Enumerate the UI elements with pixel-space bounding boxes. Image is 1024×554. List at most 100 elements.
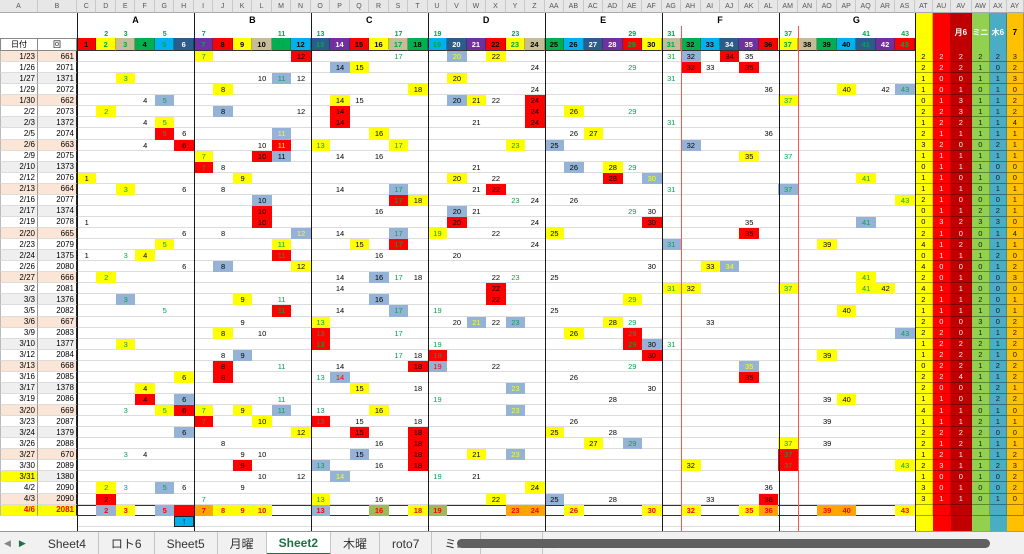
column-header-K[interactable]: K	[232, 0, 253, 13]
number-cell[interactable]: 4	[135, 393, 155, 405]
stat-cell-AV[interactable]: 1	[950, 250, 972, 262]
number-column-header-22[interactable]: 22	[486, 38, 506, 51]
sheet-tab-Sheet2[interactable]: Sheet2	[266, 532, 331, 554]
stat-cell-AW[interactable]: 0	[971, 139, 990, 151]
column-header-I[interactable]: I	[193, 0, 214, 13]
number-cell[interactable]: 40	[836, 305, 857, 317]
round-cell[interactable]: 1378	[38, 382, 77, 394]
stat-cell-AW[interactable]: 2	[971, 294, 990, 306]
number-cell[interactable]: 15	[355, 96, 364, 106]
sheet-tab-roto7[interactable]: roto7	[380, 532, 433, 554]
stat-cell-AX[interactable]: 1	[989, 371, 1007, 383]
stat-cell-AV[interactable]: 2	[950, 239, 972, 251]
round-cell[interactable]: 2083	[38, 327, 77, 339]
number-cell[interactable]: 33	[706, 317, 715, 327]
column-header-O[interactable]: O	[310, 0, 331, 13]
date-cell[interactable]: 2/10	[0, 161, 38, 173]
stat-cell-AY[interactable]: 2	[1006, 106, 1024, 118]
column-header-AX[interactable]: AX	[989, 0, 1007, 13]
number-cell[interactable]: 18	[413, 350, 423, 360]
number-cell[interactable]: 7	[193, 416, 214, 428]
number-cell[interactable]: 22	[491, 273, 501, 283]
stat-cell-AY[interactable]: 2	[1006, 393, 1024, 405]
round-cell[interactable]: 2072	[38, 84, 77, 96]
number-cell[interactable]: 10	[252, 216, 272, 228]
round-cell[interactable]: 2089	[38, 460, 77, 472]
number-cell[interactable]: 29	[622, 294, 643, 306]
date-cell[interactable]: 2/6	[0, 139, 38, 151]
round-cell[interactable]: 669	[38, 405, 77, 417]
number-cell[interactable]: 29	[628, 361, 637, 371]
sheet-tab-Sheet5[interactable]: Sheet5	[154, 532, 218, 554]
stat-cell-AU[interactable]: 1	[932, 172, 951, 184]
round-cell[interactable]: 662	[38, 95, 77, 107]
stat-cell-AT[interactable]: 1	[914, 183, 933, 195]
number-cell[interactable]: 15	[349, 449, 370, 461]
stat-cell-AY[interactable]: 1	[1006, 128, 1024, 140]
stat-cell-AW[interactable]: 1	[971, 371, 990, 383]
summary-col-header-AU[interactable]	[932, 13, 951, 51]
stat-cell-AY[interactable]: 1	[1006, 194, 1024, 206]
date-cell[interactable]: 2/27	[0, 272, 38, 284]
date-cell[interactable]: 2/23	[0, 239, 38, 251]
summary-col-header-AV[interactable]: 月6	[950, 13, 972, 51]
column-header-W[interactable]: W	[466, 0, 487, 13]
stat-cell-AU[interactable]: 1	[932, 205, 951, 217]
stat-cell-AT[interactable]: 4	[914, 405, 933, 417]
stat-cell-AY[interactable]: 2	[1006, 95, 1024, 107]
stat-cell-AX[interactable]: 0	[989, 471, 1007, 483]
number-cell[interactable]: 43	[895, 504, 915, 516]
round-cell[interactable]: 667	[38, 316, 77, 328]
number-cell[interactable]: 11	[277, 295, 286, 305]
stat-cell-AT[interactable]: 2	[914, 128, 933, 140]
number-cell[interactable]: 18	[408, 360, 428, 372]
number-cell[interactable]: 41	[856, 172, 876, 184]
column-header-H[interactable]: H	[174, 0, 194, 13]
number-cell[interactable]: 10	[257, 472, 267, 482]
stat-cell-AV[interactable]: 1	[950, 183, 972, 195]
stat-cell-AX[interactable]: 0	[989, 272, 1007, 284]
stat-cell-AU[interactable]: 1	[932, 194, 951, 206]
stat-cell-AW[interactable]: 1	[971, 305, 990, 317]
stat-cell-AT[interactable]: 2	[914, 316, 933, 328]
number-cell[interactable]: 22	[486, 283, 506, 295]
number-cell[interactable]: 35	[745, 52, 754, 62]
number-cell[interactable]: 3	[123, 406, 128, 416]
stat-cell-AX[interactable]: 1	[989, 106, 1007, 118]
number-cell[interactable]: 19	[427, 349, 448, 361]
date-cell[interactable]: 1/26	[0, 62, 38, 74]
stat-cell-AX[interactable]: 1	[989, 128, 1007, 140]
stat-cell-AV[interactable]: 4	[950, 371, 972, 383]
number-cell[interactable]: 23	[505, 316, 526, 328]
stat-cell-AX[interactable]: 2	[989, 382, 1007, 394]
round-cell[interactable]: 1379	[38, 427, 77, 439]
number-cell[interactable]: 1	[84, 217, 89, 227]
number-cell[interactable]: 29	[622, 327, 643, 339]
number-cell[interactable]: 24	[525, 504, 545, 516]
column-header-S[interactable]: S	[388, 0, 409, 13]
number-column-header-4[interactable]: 4	[135, 38, 155, 51]
stat-cell-AT[interactable]: 2	[914, 272, 933, 284]
number-cell[interactable]: 22	[491, 229, 501, 239]
stat-cell-AT[interactable]: 2	[914, 382, 933, 394]
stat-cell-AT[interactable]: 2	[914, 327, 933, 339]
column-header-P[interactable]: P	[330, 0, 350, 13]
number-cell[interactable]: 28	[603, 172, 623, 184]
date-cell[interactable]: 2/24	[0, 250, 38, 262]
stat-cell-AY[interactable]: 0	[1006, 283, 1024, 295]
stat-cell-AU[interactable]: 1	[932, 294, 951, 306]
stat-cell-AY[interactable]: 2	[1006, 327, 1024, 339]
round-cell[interactable]: 2077	[38, 194, 77, 206]
number-cell[interactable]: 24	[525, 482, 545, 494]
stat-cell-AY[interactable]: 0	[1006, 427, 1024, 439]
number-cell[interactable]: 16	[369, 294, 389, 306]
stat-cell-AV[interactable]: 2	[950, 216, 972, 228]
stat-cell-AU[interactable]: 0	[932, 471, 951, 483]
number-cell[interactable]: 24	[525, 95, 545, 107]
number-cell[interactable]: 37	[778, 95, 798, 107]
stat-cell-AU[interactable]: 1	[932, 95, 951, 107]
stat-cell-AW[interactable]: 0	[971, 194, 990, 206]
number-column-header-33[interactable]: 33	[700, 38, 720, 51]
number-cell[interactable]: 32	[681, 504, 701, 516]
summary-col-header-AX[interactable]: 木6	[989, 13, 1007, 51]
